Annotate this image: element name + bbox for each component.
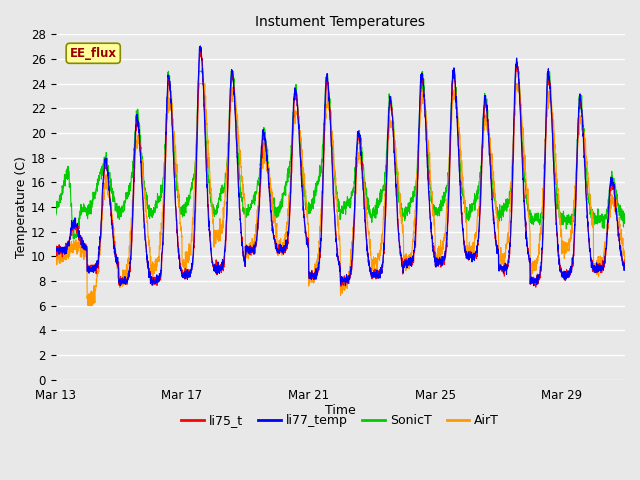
Title: Instument Temperatures: Instument Temperatures bbox=[255, 15, 425, 29]
Y-axis label: Temperature (C): Temperature (C) bbox=[15, 156, 28, 258]
X-axis label: Time: Time bbox=[325, 404, 356, 417]
Text: EE_flux: EE_flux bbox=[70, 47, 116, 60]
Legend: li75_t, li77_temp, SonicT, AirT: li75_t, li77_temp, SonicT, AirT bbox=[177, 409, 504, 432]
